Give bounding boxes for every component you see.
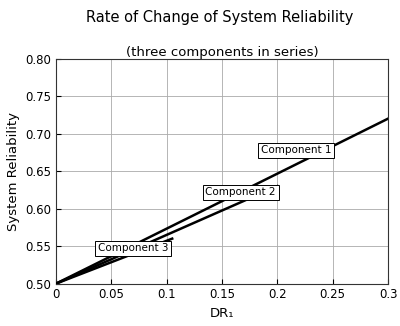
Text: Component 3: Component 3 (98, 244, 168, 253)
Text: Rate of Change of System Reliability: Rate of Change of System Reliability (86, 10, 354, 25)
Y-axis label: System Reliability: System Reliability (6, 111, 20, 231)
Text: Component 1: Component 1 (261, 145, 331, 155)
Text: Component 2: Component 2 (206, 187, 276, 197)
X-axis label: DR₁: DR₁ (210, 307, 234, 320)
Title: (three components in series): (three components in series) (126, 46, 318, 59)
